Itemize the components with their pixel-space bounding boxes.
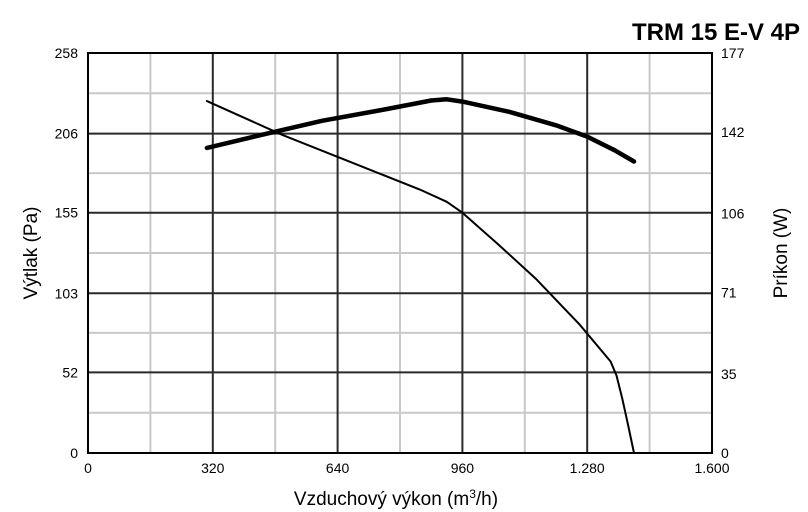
y2-tick-label: 35 — [721, 366, 737, 382]
chart-title: TRM 15 E-V 4P — [632, 19, 800, 46]
y2-tick-label: 142 — [721, 124, 745, 140]
x-tick-label: 0 — [84, 460, 92, 476]
y-tick-label: 52 — [62, 364, 78, 380]
y2-tick-label: 177 — [721, 45, 745, 61]
y-axis-label: Výtlak (Pa) — [21, 207, 42, 300]
y-tick-label: 206 — [55, 126, 79, 142]
y2-axis-label: Príkon (W) — [771, 208, 792, 299]
pressure-curve-line — [205, 100, 635, 454]
y2-tick-label: 106 — [721, 205, 745, 221]
x-tick-label: 320 — [201, 460, 225, 476]
x-axis-label-suffix: /h) — [476, 489, 498, 510]
x-axis-label-main: Vzduchový výkon (m — [294, 489, 469, 510]
y-tick-label: 103 — [55, 285, 79, 301]
y2-tick-label: 0 — [721, 445, 729, 461]
x-axis-label-sup: 3 — [469, 487, 476, 501]
x-tick-label: 1.600 — [694, 460, 729, 476]
power-curve-line — [204, 97, 637, 164]
y2-tick-label: 71 — [721, 285, 737, 301]
y-tick-label: 155 — [55, 205, 79, 221]
x-tick-label: 960 — [451, 460, 475, 476]
series-group — [204, 97, 637, 454]
y-tick-label: 258 — [55, 45, 79, 61]
tick-labels: 0 320 640 960 1.280 1.60005210315520625803571… — [55, 45, 745, 476]
x-axis-label: Vzduchový výkon (m3/h) — [294, 487, 498, 510]
y-tick-label: 0 — [70, 445, 78, 461]
grid — [87, 52, 713, 454]
plot-frame — [87, 52, 713, 454]
x-tick-label: 640 — [326, 460, 350, 476]
x-tick-label: 1.280 — [570, 460, 605, 476]
